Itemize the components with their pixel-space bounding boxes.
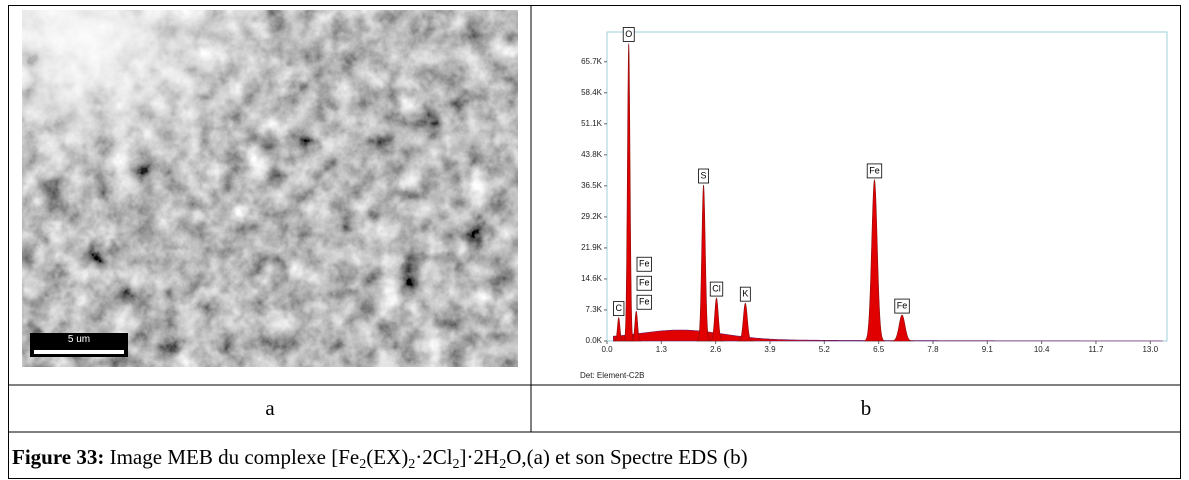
x-tick-label: 2.6 [710, 345, 722, 354]
y-tick-label: 43.8K [581, 150, 603, 159]
y-tick-label: 51.1K [581, 119, 603, 128]
detector-label: Det: Element-C2B [580, 371, 644, 380]
y-tick-label: 14.6K [581, 274, 603, 283]
peak-label: Fe [639, 259, 650, 269]
caption-subscript: 2 [408, 457, 415, 472]
caption-subscript: 2 [499, 457, 506, 472]
peak-label: Fe [639, 278, 650, 288]
peak-label: C [615, 303, 622, 313]
y-tick-label: 7.3K [586, 305, 603, 314]
caption-text: ]·2H [460, 445, 500, 469]
plot-frame [607, 32, 1167, 341]
x-tick-label: 9.1 [982, 345, 994, 354]
panel-label: a [265, 396, 275, 420]
peak-label: Fe [639, 297, 650, 307]
x-tick-label: 5.2 [819, 345, 831, 354]
x-tick-label: 6.5 [873, 345, 885, 354]
peak-label: O [625, 29, 632, 39]
x-tick-label: 13.0 [1142, 345, 1158, 354]
y-tick-label: 29.2K [581, 212, 603, 221]
peak-label: Fe [869, 165, 880, 175]
caption-text: Image MEB du complexe [Fe [110, 445, 360, 469]
x-tick-label: 7.8 [927, 345, 939, 354]
caption: Figure 33: Image MEB du complexe [Fe2(EX… [12, 445, 748, 472]
caption-label: Figure 33: [12, 445, 104, 469]
x-tick-label: 1.3 [656, 345, 668, 354]
x-tick-label: 11.7 [1088, 345, 1104, 354]
caption-text: O,(a) et son Spectre EDS (b) [506, 445, 747, 469]
caption-subscript: 2 [453, 457, 460, 472]
y-tick-label: 36.5K [581, 181, 603, 190]
figure-page: 5 um 0.0K7.3K14.6K21.9K29.2K36.5K43.8K51… [0, 0, 1189, 480]
y-tick-label: 0.0K [586, 336, 603, 345]
peak-label: S [701, 170, 707, 180]
x-tick-label: 10.4 [1034, 345, 1050, 354]
y-tick-label: 58.4K [581, 88, 603, 97]
eds-spectrum: 0.0K7.3K14.6K21.9K29.2K36.5K43.8K51.1K58… [581, 27, 1167, 354]
sem-image: 5 um [22, 10, 518, 367]
caption-text: ·2Cl [415, 445, 453, 469]
peak-label: Fe [897, 300, 908, 310]
x-tick-label: 0.0 [601, 345, 613, 354]
x-tick-label: 3.9 [764, 345, 776, 354]
caption-subscript: 2 [359, 457, 366, 472]
peak-label: K [742, 289, 748, 299]
y-tick-label: 21.9K [581, 243, 603, 252]
y-tick-label: 65.7K [581, 57, 603, 66]
scale-bar [34, 350, 124, 354]
panel-label: b [861, 396, 872, 420]
scale-bar-label: 5 um [68, 334, 90, 345]
caption-text: (EX) [366, 445, 408, 469]
peak-label: Cl [712, 283, 721, 293]
